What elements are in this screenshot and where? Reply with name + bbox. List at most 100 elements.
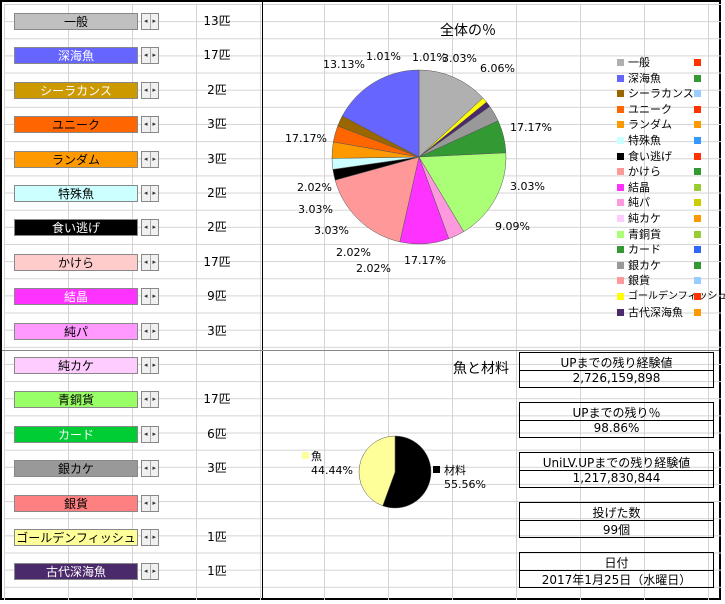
fish-count: 3匹	[207, 151, 227, 166]
spin-down-button[interactable]: ◂	[142, 426, 151, 442]
legend-entry: 銀カケ	[617, 258, 707, 274]
spin-down-button[interactable]: ◂	[142, 495, 151, 511]
spin-up-button[interactable]: ▸	[152, 464, 156, 473]
spin-up-button[interactable]: ▸	[152, 257, 156, 266]
fish-count: 9匹	[207, 289, 227, 304]
legend-entry: 特殊魚	[617, 133, 707, 149]
legend-swatch	[617, 308, 624, 316]
spin-control[interactable]: ◂ ▸	[141, 322, 159, 340]
fish-label: シーラカンス	[14, 81, 138, 99]
spin-up-button[interactable]: ▸	[152, 429, 156, 438]
fish-count: 3匹	[207, 117, 227, 132]
spin-control[interactable]: ◂ ▸	[141, 357, 159, 374]
chart1-title: 全体の％	[440, 23, 496, 39]
spin-down-button[interactable]: ◂	[142, 289, 151, 305]
legend-marker	[694, 183, 701, 191]
spin-down-button[interactable]: ◂	[142, 254, 151, 270]
stat-label: UPまでの残り％	[572, 406, 661, 420]
spin-control[interactable]: ◂ ▸	[141, 150, 159, 168]
spin-down-button[interactable]: ◂	[142, 323, 151, 339]
fish-count	[162, 495, 272, 512]
fish-label: 特殊魚	[14, 185, 138, 202]
fish-label: 一般	[14, 13, 138, 30]
legend-marker	[694, 59, 701, 66]
spin-down-button[interactable]: ◂	[142, 48, 151, 64]
spin-up-button[interactable]: ▸	[152, 223, 156, 232]
fish-label: ゴールデンフィッシュ	[14, 529, 138, 546]
stat-value: 98.86%	[593, 421, 640, 435]
spin-up-button[interactable]: ▸	[152, 154, 156, 163]
stat-separator	[519, 520, 714, 521]
legend-label: 純カケ	[628, 211, 661, 225]
spin-up-button[interactable]: ▸	[152, 395, 156, 404]
fish-count: 17匹	[203, 254, 231, 269]
spin-down-button[interactable]: ◂	[142, 392, 151, 408]
spin-up-button[interactable]: ▸	[152, 533, 156, 541]
fish-label: 銀貨	[14, 494, 138, 512]
spin-down-button[interactable]: ◂	[142, 358, 151, 373]
spin-up-button[interactable]: ▸	[152, 498, 156, 507]
spin-control[interactable]: ◂ ▸	[141, 253, 159, 271]
spin-down-button[interactable]: ◂	[142, 117, 151, 133]
fish-label: かけら	[14, 253, 138, 271]
fish-label: 純パ	[14, 322, 138, 340]
fish-count: 2匹	[207, 186, 227, 200]
spin-control[interactable]: ◂ ▸	[141, 529, 159, 546]
spin-down-button[interactable]: ◂	[142, 461, 151, 477]
spin-control[interactable]: ◂ ▸	[141, 288, 159, 306]
legend-marker	[694, 308, 701, 316]
spin-up-button[interactable]: ▸	[152, 292, 156, 301]
spin-control[interactable]: ◂ ▸	[141, 563, 159, 581]
spin-down-button[interactable]: ◂	[142, 220, 151, 236]
overall-chart-legend: 一般 深海魚 シーラカンス ユニーク ランダム 特殊魚	[617, 55, 725, 321]
legend-entry: 古代深海魚	[617, 305, 707, 321]
spin-control[interactable]: ◂ ▸	[141, 494, 159, 512]
spin-control[interactable]: ◂ ▸	[141, 425, 159, 443]
legend-marker	[694, 214, 701, 222]
legend-swatch	[617, 90, 624, 98]
spin-up-button[interactable]: ▸	[152, 85, 156, 94]
spin-up-button[interactable]: ▸	[152, 120, 156, 129]
legend-swatch	[617, 277, 624, 285]
divider-left-panel	[262, 2, 263, 598]
spin-down-button[interactable]: ◂	[142, 530, 151, 545]
legend-marker	[694, 74, 701, 82]
spin-up-button[interactable]: ▸	[152, 51, 156, 60]
legend-entry: 結晶	[617, 180, 707, 196]
stat-separator	[519, 420, 714, 421]
spin-control[interactable]: ◂ ▸	[141, 460, 159, 478]
spin-control[interactable]: ◂ ▸	[141, 13, 159, 30]
spin-down-button[interactable]: ◂	[142, 186, 151, 201]
stat-value: 2017年1月25日（水曜日）	[541, 573, 692, 587]
spin-up-button[interactable]: ▸	[152, 189, 156, 197]
legend-entry: 深海魚	[617, 71, 707, 87]
fish-count: 17匹	[203, 392, 231, 407]
legend-swatch	[617, 74, 624, 82]
fish-count: 2匹	[207, 220, 227, 235]
fish-label: 結晶	[14, 288, 138, 306]
spin-control[interactable]: ◂ ▸	[141, 47, 159, 65]
legend-entry: 純カケ	[617, 211, 707, 227]
legend-marker	[694, 90, 701, 98]
spin-up-button[interactable]: ▸	[152, 17, 156, 25]
spin-down-button[interactable]: ◂	[142, 82, 151, 98]
stat-value: 99個	[602, 523, 631, 537]
spin-control[interactable]: ◂ ▸	[141, 219, 159, 237]
legend-swatch	[617, 183, 624, 191]
fish-label: 深海魚	[14, 47, 138, 65]
spin-down-button[interactable]: ◂	[142, 14, 151, 29]
spin-up-button[interactable]: ▸	[152, 326, 156, 335]
spin-down-button[interactable]: ◂	[142, 564, 151, 580]
spin-up-button[interactable]: ▸	[152, 567, 156, 576]
spin-control[interactable]: ◂ ▸	[141, 81, 159, 99]
spin-control[interactable]: ◂ ▸	[141, 116, 159, 134]
spin-down-button[interactable]: ◂	[142, 151, 151, 167]
fish-label: ユニーク	[14, 116, 138, 134]
spin-control[interactable]: ◂ ▸	[141, 185, 159, 202]
legend-swatch	[617, 168, 624, 176]
spin-up-button[interactable]: ▸	[152, 361, 156, 369]
legend-label: ランダム	[628, 118, 672, 132]
spin-control[interactable]: ◂ ▸	[141, 391, 159, 409]
legend-swatch	[617, 199, 624, 207]
legend-entry: 青銅貨	[617, 227, 707, 243]
